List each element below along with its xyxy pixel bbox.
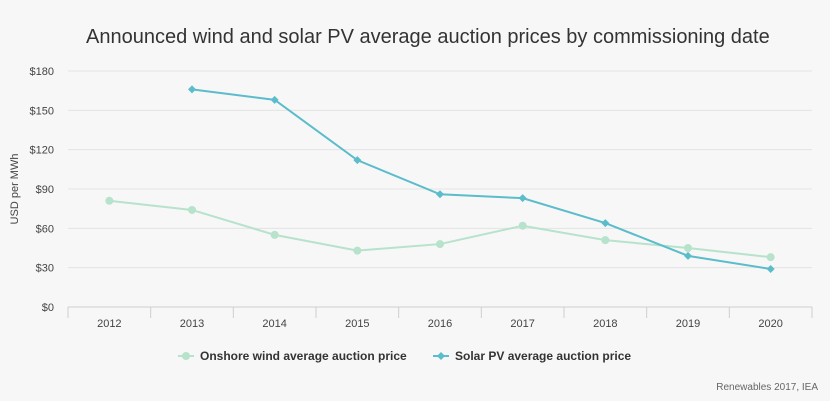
data-point	[601, 219, 610, 228]
data-point	[188, 85, 196, 94]
y-tick-label: $60	[36, 223, 54, 235]
chart-title: Announced wind and solar PV average auct…	[86, 26, 770, 48]
data-point	[684, 244, 692, 252]
data-point	[270, 95, 279, 104]
data-point	[105, 196, 114, 205]
data-point	[518, 194, 527, 203]
y-axis-label: USD per MWh	[9, 154, 21, 225]
grid-layer	[68, 70, 812, 308]
data-point	[353, 156, 362, 165]
legend-marker	[437, 352, 445, 360]
x-tick-label: 2018	[593, 318, 617, 330]
data-point	[188, 205, 196, 214]
y-tick-label: $0	[42, 302, 54, 314]
y-tick-label: $90	[36, 184, 54, 196]
data-point	[436, 240, 444, 249]
x-tick-label: 2020	[758, 318, 782, 330]
y-tick-label: $180	[30, 66, 54, 78]
series-line	[191, 88, 771, 270]
legend-item[interactable]: Solar PV average auction price	[433, 349, 631, 363]
x-tick-label: 2015	[345, 318, 369, 330]
data-point	[353, 246, 362, 255]
data-point	[601, 236, 610, 245]
y-tick-label: $30	[36, 263, 54, 275]
legend-label: Solar PV average auction price	[455, 349, 631, 363]
data-point	[766, 253, 775, 262]
legend-marker	[182, 352, 190, 360]
legend-item[interactable]: Onshore wind average auction price	[178, 349, 407, 363]
legend-layer: Onshore wind average auction price Solar …	[178, 349, 631, 363]
legend-label: Onshore wind average auction price	[200, 349, 407, 363]
data-point	[684, 251, 692, 260]
source-note: Renewables 2017, IEA	[716, 382, 818, 393]
x-tick-label: 2016	[428, 318, 452, 330]
data-point	[766, 264, 775, 273]
x-tick-label: 2017	[510, 318, 534, 330]
x-tick-label: 2019	[676, 318, 700, 330]
data-point	[518, 221, 527, 230]
axis-layer: $0 $30 $60 $90 $120 $150 $180 USD per MWh 2012 20…	[9, 66, 813, 330]
series-layer	[105, 85, 775, 273]
x-tick-label: 2012	[97, 318, 121, 330]
x-tick-label: 2014	[262, 318, 286, 330]
data-point	[436, 190, 444, 199]
x-tick-label: 2013	[180, 318, 204, 330]
data-point	[270, 230, 279, 239]
y-tick-label: $150	[30, 105, 54, 117]
y-tick-label: $120	[30, 145, 54, 157]
